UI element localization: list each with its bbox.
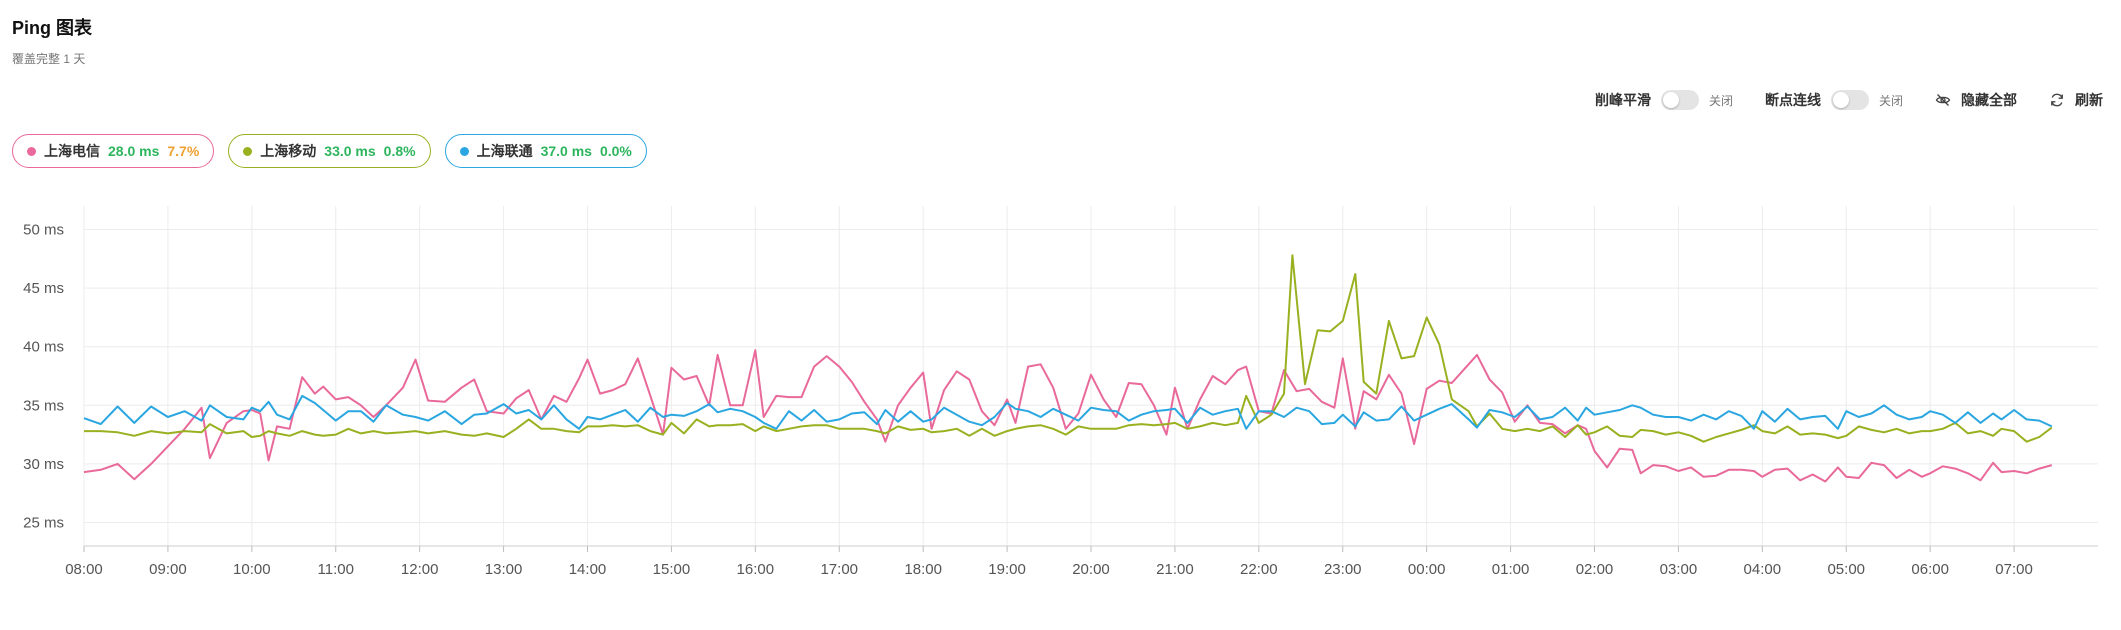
x-tick-label: 01:00: [1492, 561, 1530, 578]
series-color-dot: [459, 146, 469, 156]
y-tick-label: 30 ms: [23, 456, 64, 473]
x-tick-label: 13:00: [485, 561, 523, 578]
legend-chip-unicom[interactable]: 上海联通 37.0 ms 0.0%: [444, 134, 647, 168]
series-color-dot: [243, 146, 253, 156]
x-tick-label: 12:00: [401, 561, 439, 578]
x-tick-label: 18:00: [904, 561, 942, 578]
x-tick-label: 05:00: [1827, 561, 1865, 578]
y-tick-label: 25 ms: [23, 515, 64, 532]
series-loss: 0.0%: [599, 143, 632, 159]
legend-chip-mobile[interactable]: 上海移动 33.0 ms 0.8%: [228, 134, 431, 168]
chart-header: Ping 图表 覆盖完整 1 天: [12, 14, 92, 67]
series-name: 上海电信: [44, 143, 100, 159]
x-tick-label: 20:00: [1072, 561, 1110, 578]
x-tick-label: 03:00: [1660, 561, 1698, 578]
connect-gaps-toggle[interactable]: 断点连线 关闭: [1765, 90, 1903, 110]
x-tick-label: 15:00: [653, 561, 691, 578]
hide-all-button[interactable]: 隐藏全部: [1935, 90, 2017, 110]
x-tick-label: 22:00: [1240, 561, 1278, 578]
series-loss: 7.7%: [167, 143, 200, 159]
x-tick-label: 06:00: [1911, 561, 1949, 578]
eye-off-icon: [1935, 94, 1951, 106]
y-tick-label: 50 ms: [23, 221, 64, 238]
smoothing-label: 削峰平滑: [1594, 92, 1651, 108]
series-latency: 33.0 ms: [324, 143, 376, 159]
series-line: [83, 349, 2053, 483]
x-tick-label: 19:00: [988, 561, 1026, 578]
x-tick-label: 02:00: [1576, 561, 1614, 578]
series-name: 上海联通: [476, 143, 533, 159]
ping-line-chart[interactable]: 50 ms 45 ms 40 ms 35 ms 30 ms 25 ms 08:00 09:00…: [0, 190, 2121, 610]
x-tick-label: 00:00: [1408, 561, 1446, 578]
series-latency: 28.0 ms: [108, 143, 160, 159]
smoothing-state: 关闭: [1708, 93, 1733, 108]
page-title: Ping 图表: [12, 18, 92, 38]
x-tick-label: 16:00: [737, 561, 775, 578]
x-tick-label: 07:00: [1995, 561, 2033, 578]
refresh-label: 刷新: [2075, 92, 2103, 108]
connect-gaps-label: 断点连线: [1764, 92, 1821, 108]
x-tick-label: 21:00: [1156, 561, 1194, 578]
x-tick-label: 08:00: [65, 561, 103, 578]
hide-all-label: 隐藏全部: [1961, 92, 2017, 108]
series-name: 上海移动: [260, 143, 317, 159]
refresh-button[interactable]: 刷新: [2049, 90, 2103, 110]
series-legend: 上海电信 28.0 ms 7.7% 上海移动 33.0 ms 0.8% 上海联通…: [12, 134, 647, 168]
smoothing-switch[interactable]: [1660, 90, 1699, 110]
series-latency: 37.0 ms: [540, 143, 592, 159]
legend-chip-telecom[interactable]: 上海电信 28.0 ms 7.7%: [12, 134, 215, 168]
x-tick-label: 09:00: [149, 561, 187, 578]
x-tick-label: 14:00: [569, 561, 607, 578]
connect-gaps-state: 关闭: [1878, 93, 1903, 108]
series-line: [83, 394, 2053, 430]
y-tick-label: 35 ms: [23, 397, 64, 414]
connect-gaps-switch[interactable]: [1830, 90, 1869, 110]
x-tick-label: 04:00: [1744, 561, 1782, 578]
refresh-icon: [2051, 93, 2063, 107]
page-subtitle: 覆盖完整 1 天: [12, 52, 86, 66]
series-color-dot: [27, 146, 36, 156]
x-tick-label: 23:00: [1324, 561, 1362, 578]
x-tick-label: 11:00: [318, 561, 354, 578]
series-line: [84, 254, 2053, 443]
smoothing-toggle[interactable]: 削峰平滑 关闭: [1595, 90, 1733, 110]
y-tick-label: 45 ms: [23, 280, 64, 297]
chart-controls: 削峰平滑 关闭 断点连线 关闭 隐藏全部 刷新: [1595, 90, 2103, 110]
series-loss: 0.8%: [383, 143, 416, 159]
x-tick-label: 10:00: [233, 561, 271, 578]
x-tick-label: 17:00: [820, 561, 858, 578]
y-tick-label: 40 ms: [23, 339, 64, 356]
